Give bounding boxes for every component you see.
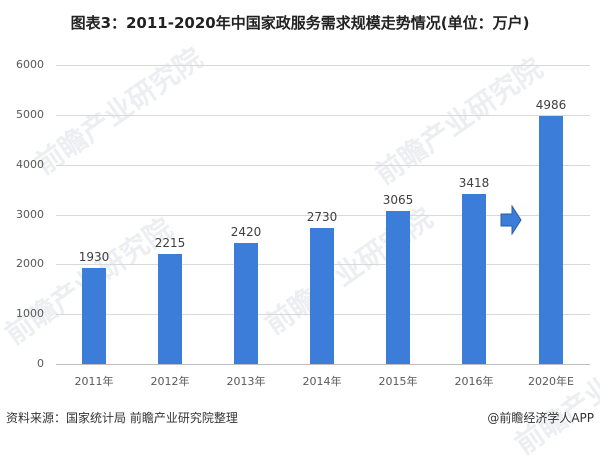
- bar-value-label: 3418: [458, 176, 490, 190]
- bar-2014: [310, 228, 334, 364]
- bar-2013: [234, 243, 258, 364]
- bar-value-label: 2730: [306, 210, 338, 224]
- source-note: 资料来源：国家统计局 前瞻产业研究院整理: [6, 411, 238, 425]
- y-tick: 6000: [16, 58, 44, 71]
- x-axis-line: [56, 364, 590, 365]
- bar-value-label: 1930: [78, 250, 110, 264]
- y-tick: 5000: [16, 108, 44, 121]
- x-tick-label: 2015年: [378, 375, 418, 388]
- y-tick: 1000: [16, 307, 44, 320]
- forecast-arrow-icon: [500, 205, 522, 235]
- gridline: [56, 165, 590, 166]
- chart-title: 图表3：2011-2020年中国家政服务需求规模走势情况(单位：万户): [70, 14, 530, 32]
- bar-2020e: [539, 116, 563, 364]
- x-tick-label: 2011年: [74, 375, 114, 388]
- bar-2012: [158, 254, 182, 364]
- x-tick-label: 2020年E: [528, 375, 574, 388]
- y-tick: 2000: [16, 257, 44, 270]
- bar-2015: [386, 211, 410, 364]
- gridline: [56, 115, 590, 116]
- x-tick-label: 2012年: [150, 375, 190, 388]
- bar-value-label: 4986: [535, 98, 567, 112]
- x-tick-label: 2014年: [302, 375, 342, 388]
- bar-value-label: 2420: [230, 225, 262, 239]
- x-tick-label: 2016年: [454, 375, 494, 388]
- y-tick: 4000: [16, 158, 44, 171]
- x-tick-label: 2013年: [226, 375, 266, 388]
- y-tick: 0: [37, 357, 44, 370]
- chart-plot-area: 6000 5000 4000 3000 2000 1000 0 1930 201…: [16, 58, 590, 388]
- gridline: [56, 215, 590, 216]
- bar-2011: [82, 268, 106, 364]
- gridline: [56, 65, 590, 66]
- bar-value-label: 3065: [382, 193, 414, 207]
- bar-value-label: 2215: [154, 236, 186, 250]
- bar-2016: [462, 194, 486, 364]
- credit-note: @前瞻经济学人APP: [487, 411, 594, 425]
- y-tick: 3000: [16, 208, 44, 221]
